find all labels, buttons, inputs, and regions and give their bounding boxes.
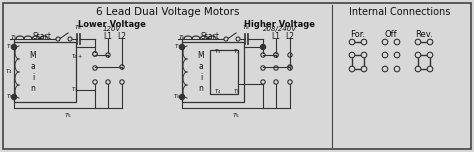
Circle shape (288, 53, 292, 57)
Circle shape (261, 53, 265, 57)
Text: $T_2$: $T_2$ (233, 48, 240, 56)
Text: $T_4+$: $T_4+$ (71, 53, 83, 61)
Circle shape (93, 52, 97, 56)
Circle shape (120, 65, 124, 69)
Text: M
a
i
n: M a i n (30, 51, 36, 93)
Text: For.: For. (350, 30, 365, 39)
Circle shape (394, 66, 400, 72)
Text: Lower Voltage: Lower Voltage (78, 20, 146, 29)
Circle shape (236, 37, 240, 41)
Circle shape (427, 52, 433, 58)
Circle shape (349, 66, 355, 72)
Circle shape (180, 45, 184, 50)
Text: $T_4$: $T_4$ (5, 67, 13, 76)
Text: $T_8$: $T_8$ (74, 23, 82, 32)
Text: $T_5$: $T_5$ (10, 34, 18, 42)
Circle shape (415, 66, 421, 72)
Text: 120V: 120V (103, 26, 121, 32)
Text: $T_8$: $T_8$ (242, 23, 250, 32)
Circle shape (394, 52, 400, 58)
Circle shape (274, 80, 278, 84)
Text: Rev.: Rev. (415, 30, 433, 39)
Text: L1: L1 (272, 32, 281, 41)
Text: $T_4$: $T_4$ (214, 88, 222, 97)
Circle shape (382, 66, 388, 72)
Text: $T_5$: $T_5$ (233, 88, 240, 97)
Circle shape (261, 80, 265, 84)
Text: 6 Lead Dual Voltage Motors: 6 Lead Dual Voltage Motors (96, 7, 240, 17)
Circle shape (382, 39, 388, 45)
Text: 208/240V: 208/240V (263, 26, 297, 32)
Bar (182, 42, 244, 102)
Circle shape (261, 45, 265, 50)
Circle shape (93, 66, 97, 70)
Text: Start: Start (33, 32, 52, 41)
Text: L2: L2 (118, 32, 127, 41)
Text: $T_6$: $T_6$ (173, 93, 181, 101)
Text: $T_5$: $T_5$ (232, 111, 240, 120)
Circle shape (120, 80, 124, 84)
Text: $T_5$: $T_5$ (64, 111, 72, 120)
Circle shape (93, 80, 97, 84)
Circle shape (224, 37, 228, 41)
Circle shape (93, 52, 97, 56)
Circle shape (349, 39, 355, 45)
Circle shape (288, 66, 292, 70)
Circle shape (274, 66, 278, 70)
Circle shape (427, 39, 433, 45)
Circle shape (349, 52, 355, 58)
Text: $T_1$: $T_1$ (6, 43, 13, 51)
Circle shape (288, 65, 292, 69)
Circle shape (427, 66, 433, 72)
Text: $T_1$: $T_1$ (173, 43, 181, 51)
Circle shape (415, 39, 421, 45)
Circle shape (11, 95, 17, 100)
Circle shape (106, 80, 110, 84)
Circle shape (274, 53, 278, 57)
Circle shape (68, 37, 72, 41)
Circle shape (382, 52, 388, 58)
Text: L2: L2 (285, 32, 294, 41)
Circle shape (56, 37, 60, 41)
Text: Higher Voltage: Higher Voltage (245, 20, 316, 29)
Circle shape (106, 53, 110, 57)
Text: $T_3$: $T_3$ (71, 86, 79, 94)
Bar (14, 42, 76, 102)
Text: M
a
i
n: M a i n (198, 51, 204, 93)
Text: Start: Start (201, 32, 219, 41)
Bar (210, 50, 238, 94)
Circle shape (11, 45, 17, 50)
Text: Internal Connections: Internal Connections (349, 7, 451, 17)
Text: L1: L1 (103, 32, 112, 41)
Circle shape (288, 80, 292, 84)
Circle shape (415, 52, 421, 58)
Text: $T_3$: $T_3$ (214, 48, 221, 56)
Circle shape (180, 95, 184, 100)
Circle shape (394, 39, 400, 45)
Circle shape (361, 52, 367, 58)
Circle shape (274, 53, 278, 57)
Circle shape (261, 66, 265, 70)
Circle shape (361, 66, 367, 72)
Text: $T_5$: $T_5$ (6, 93, 13, 101)
Circle shape (361, 39, 367, 45)
Text: Off: Off (385, 30, 397, 39)
Text: $T_6$: $T_6$ (178, 34, 186, 42)
